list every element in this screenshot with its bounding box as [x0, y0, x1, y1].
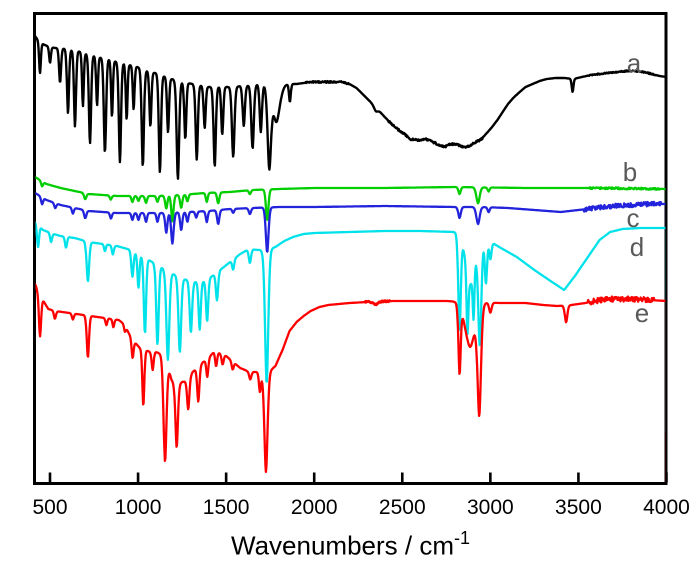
x-tick-label-3000: 3000: [467, 496, 514, 519]
x-axis-title-superscript: -1: [453, 528, 470, 548]
spectrum-e: [35, 282, 666, 483]
series-label-a: a: [627, 48, 642, 78]
spectrum-c: [35, 191, 666, 253]
x-tick-label-4000: 4000: [643, 496, 690, 519]
plot-frame: [33, 12, 668, 485]
series-label-b: b: [623, 157, 637, 187]
series-label-d: d: [630, 232, 644, 262]
x-tick-label-2000: 2000: [291, 496, 338, 519]
x-tick-label-1500: 1500: [203, 496, 250, 519]
x-axis-title: Wavenumbers / cm-1: [35, 528, 666, 562]
x-tick-label-3500: 3500: [555, 496, 602, 519]
series-label-e: e: [635, 298, 649, 328]
spectrum-b: [35, 175, 666, 223]
spectrum-a: [35, 34, 666, 180]
x-tick-label-500: 500: [32, 496, 67, 519]
series-label-c: c: [627, 203, 640, 233]
spectrum-d: [35, 221, 666, 433]
x-tick-label-2500: 2500: [379, 496, 426, 519]
x-axis-title-text: Wavenumbers / cm: [231, 530, 454, 561]
x-tick-label-1000: 1000: [115, 496, 162, 519]
